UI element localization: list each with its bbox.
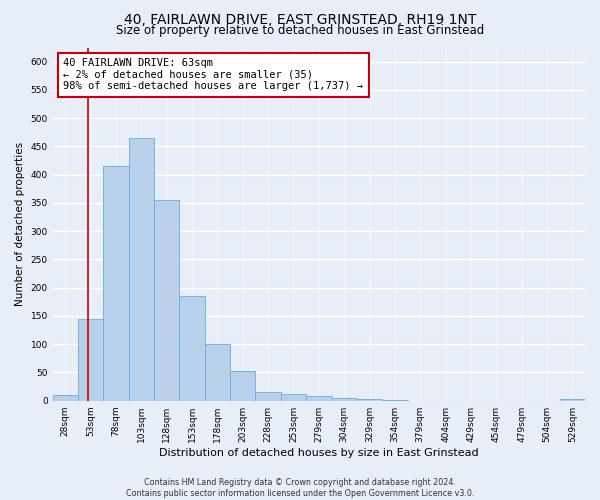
Text: Size of property relative to detached houses in East Grinstead: Size of property relative to detached ho… xyxy=(116,24,484,37)
Bar xyxy=(129,138,154,400)
Text: 40, FAIRLAWN DRIVE, EAST GRINSTEAD, RH19 1NT: 40, FAIRLAWN DRIVE, EAST GRINSTEAD, RH19… xyxy=(124,12,476,26)
Bar xyxy=(560,399,585,400)
Bar xyxy=(154,200,179,400)
Bar xyxy=(205,344,230,401)
Bar xyxy=(306,396,332,400)
Y-axis label: Number of detached properties: Number of detached properties xyxy=(15,142,25,306)
Bar xyxy=(281,394,306,400)
Bar xyxy=(53,395,78,400)
Bar xyxy=(256,392,281,400)
Bar xyxy=(103,166,129,400)
Bar xyxy=(78,319,103,400)
Bar xyxy=(332,398,357,400)
Bar xyxy=(230,372,256,400)
Bar xyxy=(179,296,205,401)
Text: Contains HM Land Registry data © Crown copyright and database right 2024.
Contai: Contains HM Land Registry data © Crown c… xyxy=(126,478,474,498)
X-axis label: Distribution of detached houses by size in East Grinstead: Distribution of detached houses by size … xyxy=(159,448,479,458)
Text: 40 FAIRLAWN DRIVE: 63sqm
← 2% of detached houses are smaller (35)
98% of semi-de: 40 FAIRLAWN DRIVE: 63sqm ← 2% of detache… xyxy=(64,58,364,92)
Bar xyxy=(357,399,382,400)
